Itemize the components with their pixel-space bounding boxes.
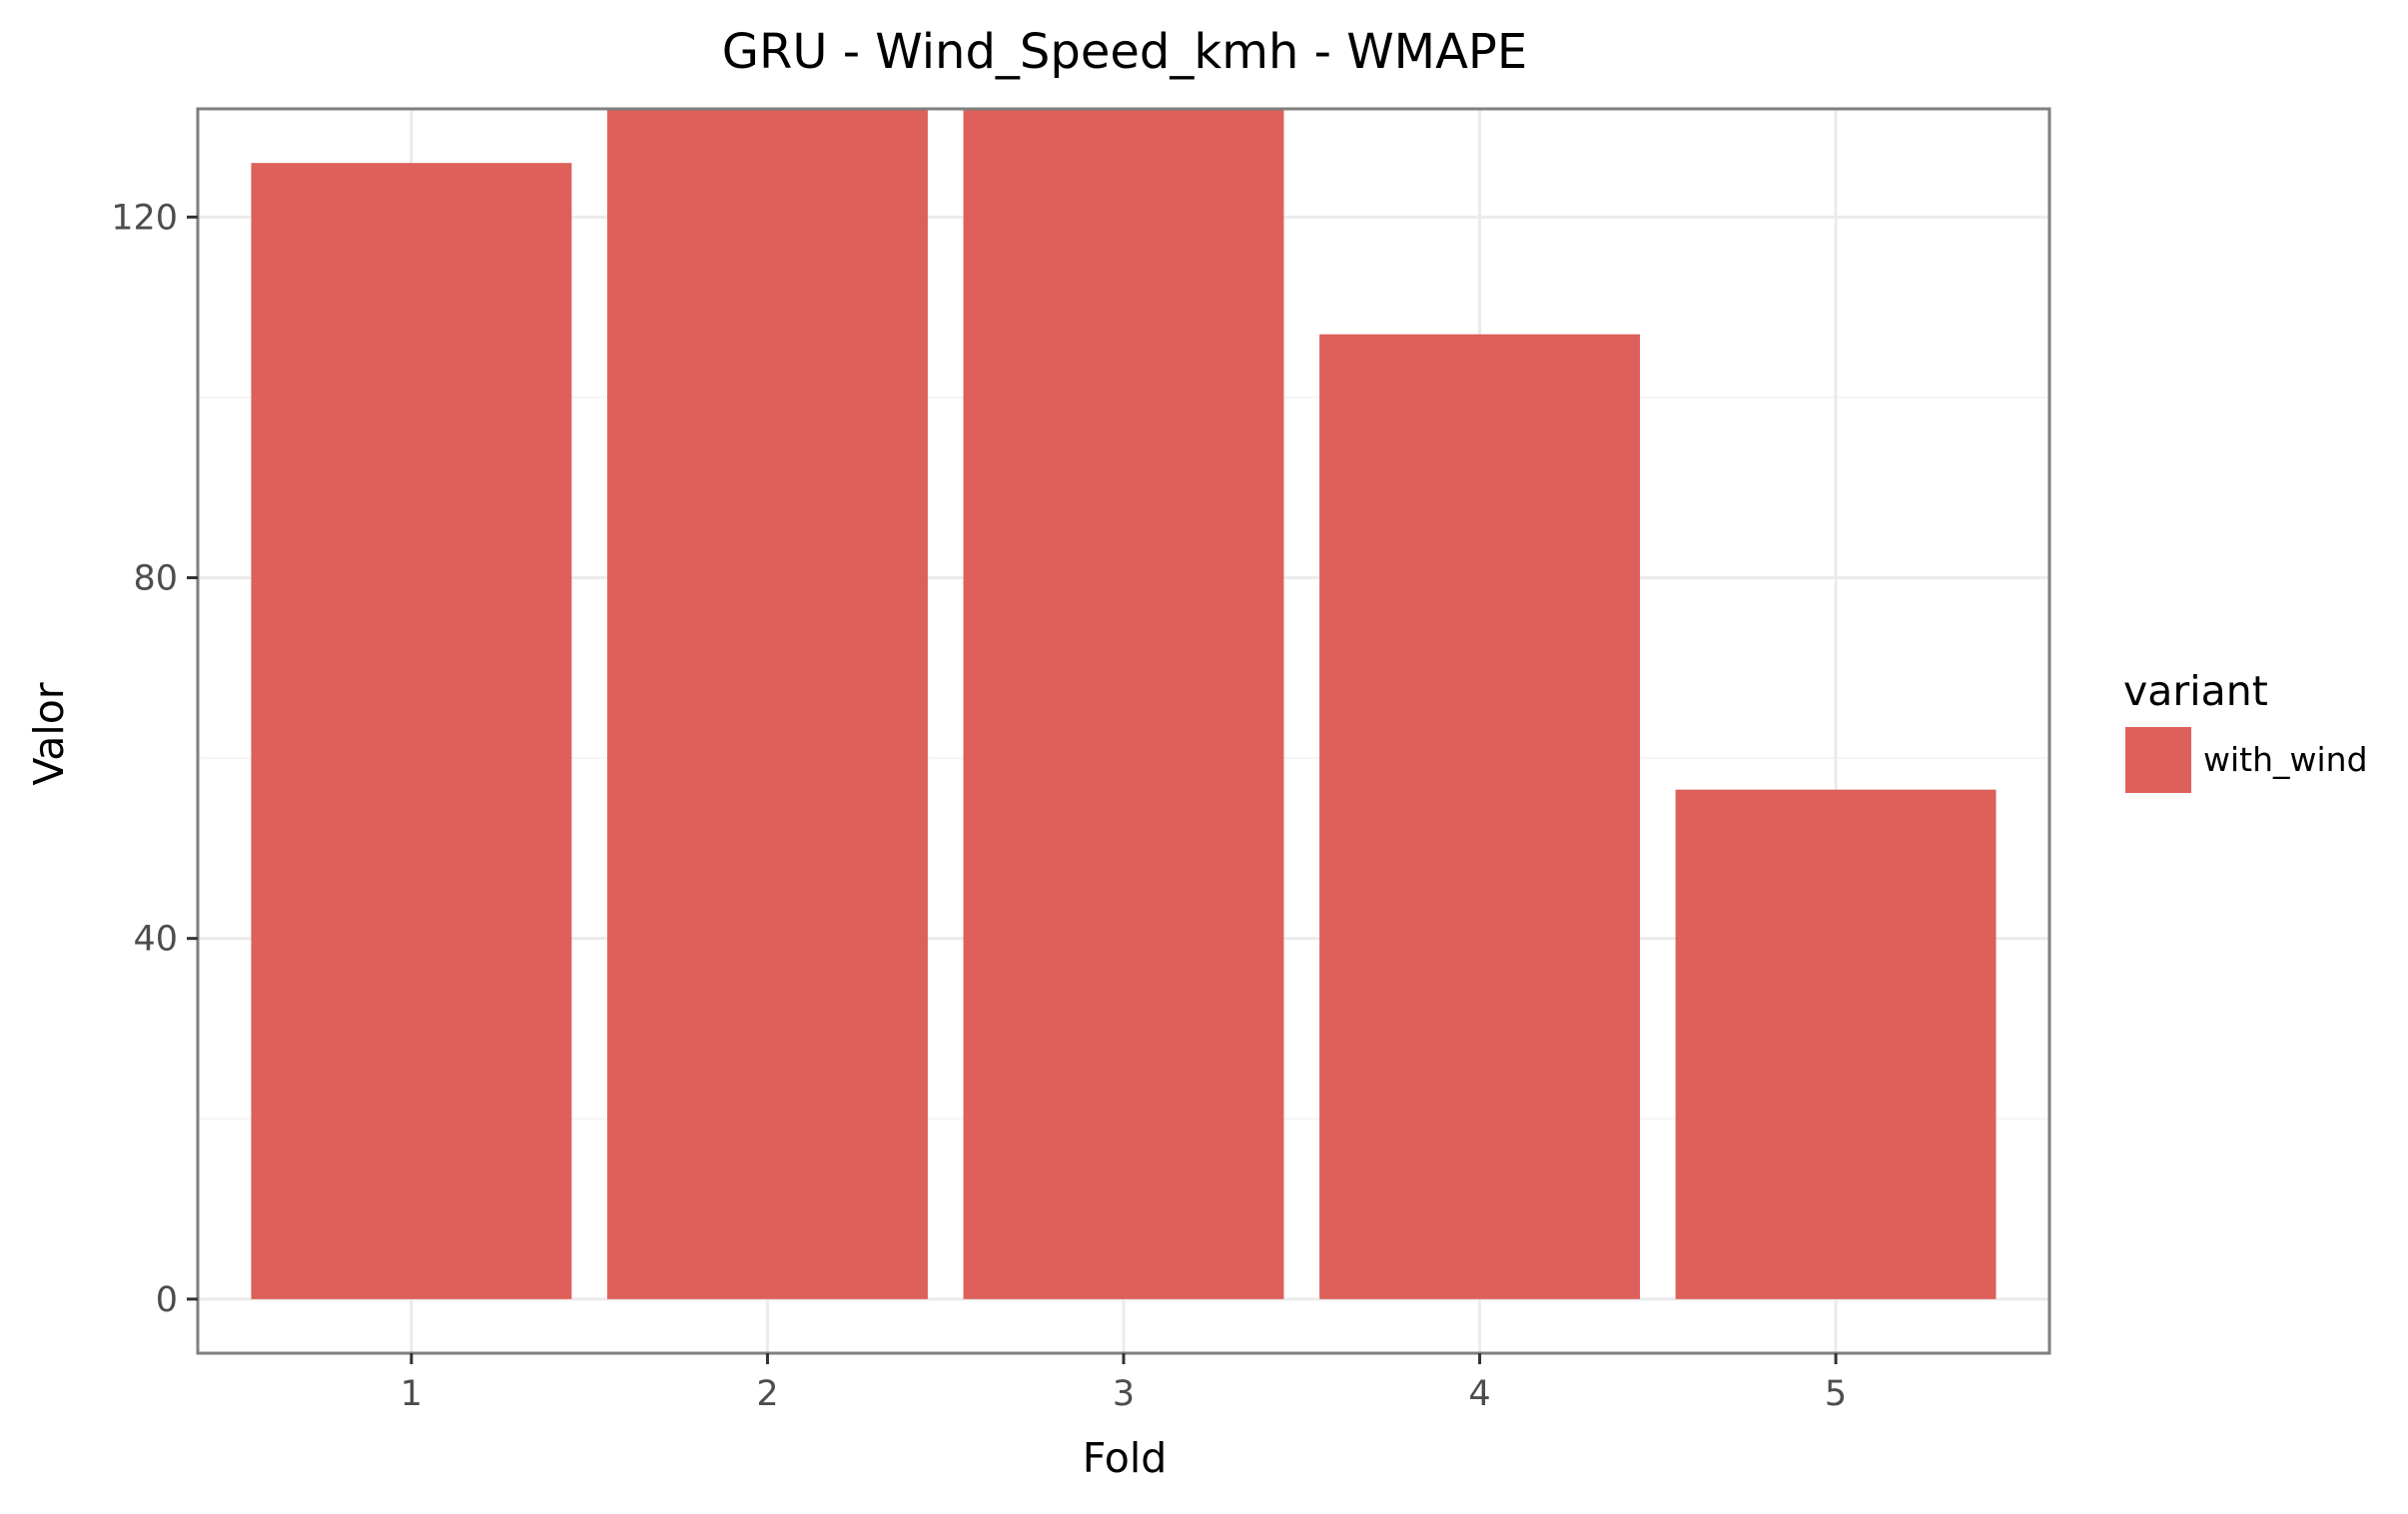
legend-title: variant xyxy=(2123,667,2268,715)
bar-fold-5 xyxy=(1675,789,1997,1299)
chart-title: GRU - Wind_Speed_kmh - WMAPE xyxy=(722,24,1527,80)
bar-group xyxy=(251,109,1997,1299)
x-tick-label: 4 xyxy=(1468,1374,1490,1414)
legend: variant with_wind xyxy=(2123,667,2368,793)
bar-fold-1 xyxy=(251,163,572,1299)
bar-fold-2 xyxy=(607,109,928,1299)
x-tick-label: 3 xyxy=(1113,1374,1135,1414)
y-tick-label: 80 xyxy=(133,559,178,599)
legend-label-with-wind: with_wind xyxy=(2203,740,2368,779)
bar-fold-3 xyxy=(963,109,1284,1299)
bars-layer xyxy=(251,109,1997,1299)
bar-fold-4 xyxy=(1319,334,1640,1299)
x-tick-label: 1 xyxy=(401,1374,422,1414)
x-axis-title: Fold xyxy=(1083,1434,1168,1482)
y-axis-title: Valor xyxy=(25,682,73,785)
y-tick-label: 40 xyxy=(133,920,178,960)
axes-layer: 0 40 80 120 1 2 3 4 5 xyxy=(111,107,2051,1414)
y-tick-label: 120 xyxy=(111,198,178,238)
x-tick-label: 2 xyxy=(756,1374,778,1414)
legend-key-with-wind xyxy=(2125,727,2191,793)
y-tick-label: 0 xyxy=(156,1280,178,1320)
x-tick-label: 5 xyxy=(1825,1374,1847,1414)
